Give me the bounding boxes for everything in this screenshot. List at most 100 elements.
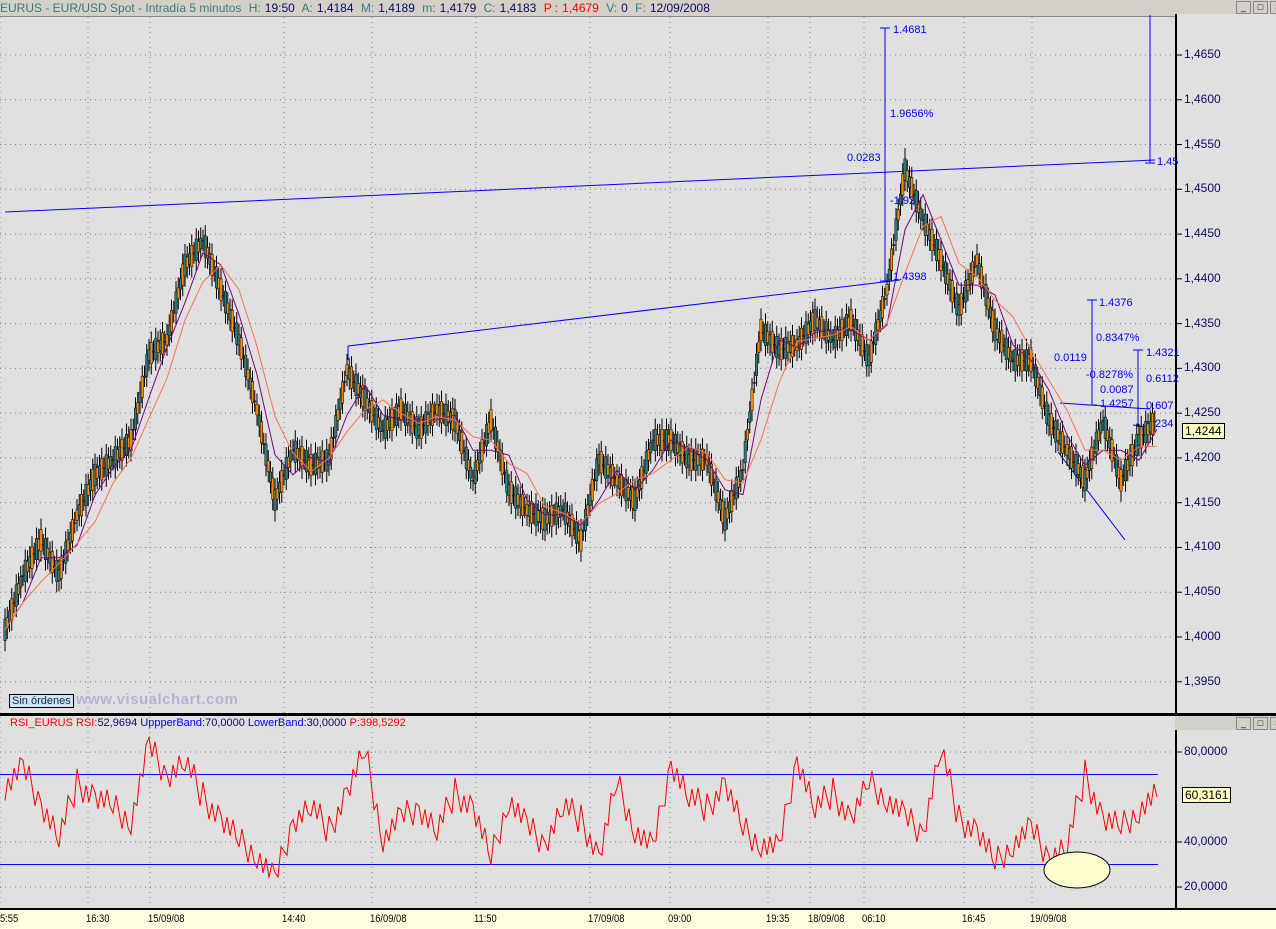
price-tick-label: 1,4100: [1184, 539, 1221, 554]
candle-body: [300, 446, 304, 469]
candle-body: [590, 478, 594, 501]
date-value: 12/09/2008: [649, 1, 710, 15]
candle-body: [10, 598, 14, 621]
candle-body: [476, 459, 479, 471]
highlight-ellipse[interactable]: [1043, 851, 1111, 889]
minimize-button[interactable]: _: [1236, 1, 1251, 14]
close-button[interactable]: ×: [1270, 1, 1276, 14]
candle-body: [379, 420, 383, 432]
price-tick-label: 1,4350: [1184, 315, 1221, 330]
upper-trendline[interactable]: [4, 159, 1156, 213]
rsi-pane[interactable]: [0, 716, 1175, 908]
middle-trendline[interactable]: [347, 279, 901, 347]
maximize-button[interactable]: □: [1253, 1, 1268, 14]
candle-body: [743, 441, 747, 464]
candle-body: [1103, 416, 1107, 439]
pane-divider[interactable]: [0, 713, 1276, 716]
rsi-label: RSI:: [76, 717, 98, 729]
candle-body: [746, 429, 749, 441]
candle-body: [595, 458, 599, 481]
date-label: F:: [635, 1, 646, 15]
candle-body: [530, 501, 533, 524]
candle-body: [485, 424, 488, 447]
candle-body: [467, 459, 470, 471]
candle-body: [1097, 429, 1100, 441]
candle-body: [730, 489, 734, 512]
rsi-axis[interactable]: [1175, 730, 1276, 908]
annotation: 0.607: [1146, 400, 1174, 412]
candle-body: [894, 218, 898, 241]
candle-body: [770, 331, 774, 354]
short-trendline[interactable]: [1059, 402, 1151, 410]
price-tick-label: 1,4500: [1184, 181, 1221, 196]
time-tick-label: 18/09/08: [808, 913, 845, 925]
fast-moving-average: [4, 193, 1158, 631]
candle-body: [757, 341, 761, 353]
candle-body: [741, 469, 745, 471]
candle-body: [129, 429, 133, 452]
candle-body: [5, 617, 9, 629]
candle-body: [1094, 431, 1098, 454]
rsi-header: RSI_EURUS RSI:52,9694 UppperBand:70,0000…: [10, 717, 406, 729]
price-tick-label: 1,4050: [1184, 584, 1221, 599]
candle-body: [219, 278, 223, 301]
candle-body: [332, 437, 335, 439]
time-tick-label: 17/09/08: [588, 913, 625, 925]
candle-body: [725, 507, 729, 520]
rsi-name: RSI_EURUS: [10, 717, 73, 729]
candle-body: [370, 400, 374, 423]
rsi-maximize-button[interactable]: □: [1253, 717, 1268, 730]
candle-body: [892, 244, 896, 246]
time-tick-label: 16/09/08: [370, 913, 407, 925]
candle-body: [980, 266, 983, 289]
annotation: 0.6112: [1146, 373, 1179, 385]
candle-body: [131, 429, 135, 431]
candle-body: [273, 489, 277, 511]
candle-body: [161, 332, 164, 355]
candle-body: [149, 342, 153, 365]
candle-body: [759, 318, 763, 341]
candle-body: [343, 381, 347, 383]
orders-button[interactable]: Sin órdenes: [9, 694, 74, 708]
candle-body: [71, 519, 74, 542]
candle-body: [1083, 469, 1087, 492]
candle-body: [750, 388, 754, 411]
close-value: 1,4183: [499, 1, 537, 15]
candle-body: [944, 261, 947, 284]
candle-body: [1151, 412, 1154, 435]
candle-body: [17, 583, 20, 595]
candle-body: [336, 409, 340, 421]
candle-body: [1085, 467, 1089, 479]
rsi-minimize-button[interactable]: _: [1236, 717, 1251, 730]
candle-body: [1090, 446, 1094, 469]
candle-body: [829, 331, 833, 343]
annotation: 1.4376: [1099, 297, 1133, 309]
last-rsi-marker: 60,3161: [1182, 787, 1232, 803]
time-tick-label: 06:10: [862, 913, 886, 925]
annotation: 1.4257: [1100, 398, 1134, 410]
candle-body: [489, 409, 493, 432]
time-tick-label: 16:45: [962, 913, 986, 925]
slow-moving-average: [4, 215, 1158, 631]
rsi-value: 52,9694: [97, 717, 138, 729]
time-axis[interactable]: [0, 908, 1276, 929]
candle-body: [1106, 429, 1109, 441]
annotation: 1.9656%: [890, 108, 934, 120]
candle-body: [174, 291, 178, 314]
annotation: 0.0119: [1054, 352, 1087, 364]
open-label: A:: [301, 1, 313, 15]
candle-body: [647, 449, 650, 461]
low-value: 1,4179: [439, 1, 477, 15]
price-pane[interactable]: [0, 17, 1175, 713]
chart-title-bar: EURUS - EUR/USD Spot - Intradía 5 minuto…: [0, 0, 1276, 17]
candle-body: [145, 354, 149, 377]
price-axis[interactable]: [1175, 14, 1276, 713]
price-tick-label: 1,4400: [1184, 270, 1221, 285]
candle-body: [885, 283, 889, 296]
candle-body: [876, 319, 880, 331]
candle-body: [896, 208, 900, 221]
price-window-controls: _ □ ×: [1236, 1, 1276, 14]
candle-body: [334, 415, 338, 438]
rsi-close-button[interactable]: ×: [1270, 717, 1276, 730]
